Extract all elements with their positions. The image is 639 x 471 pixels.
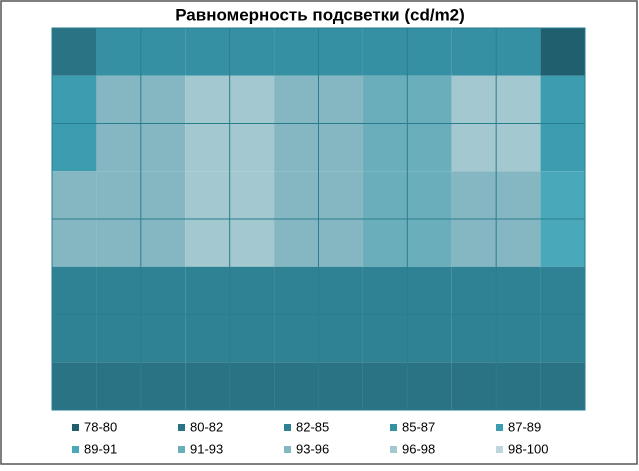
contour-cell <box>52 362 97 410</box>
legend-label: 89-91 <box>84 441 117 456</box>
legend-swatch <box>72 424 79 431</box>
contour-cell <box>540 28 585 76</box>
chart-title: Равномерность подсветки (cd/m2) <box>175 5 465 24</box>
legend-label: 93-96 <box>296 441 329 456</box>
legend-swatch <box>178 424 185 431</box>
legend-label: 91-93 <box>190 441 223 456</box>
legend-swatch <box>496 446 503 453</box>
legend-swatch <box>178 446 185 453</box>
legend-label: 82-85 <box>296 419 329 434</box>
legend-label: 87-89 <box>508 419 541 434</box>
legend-swatch <box>390 424 397 431</box>
legend-swatch <box>390 446 397 453</box>
legend-label: 96-98 <box>402 441 435 456</box>
legend-label: 98-100 <box>508 441 548 456</box>
legend-swatch <box>284 446 291 453</box>
legend-label: 80-82 <box>190 419 223 434</box>
legend-label: 85-87 <box>402 419 435 434</box>
contour-cell <box>52 28 97 76</box>
legend: 78-80 80-82 82-85 85-87 87-89 89-91 91-93 93-96… <box>72 419 548 456</box>
legend-label: 78-80 <box>84 419 117 434</box>
legend-swatch <box>496 424 503 431</box>
legend-swatch <box>284 424 291 431</box>
grid <box>51 27 586 411</box>
plot-border <box>51 27 586 411</box>
legend-swatch <box>72 446 79 453</box>
contour-cell <box>540 362 585 410</box>
